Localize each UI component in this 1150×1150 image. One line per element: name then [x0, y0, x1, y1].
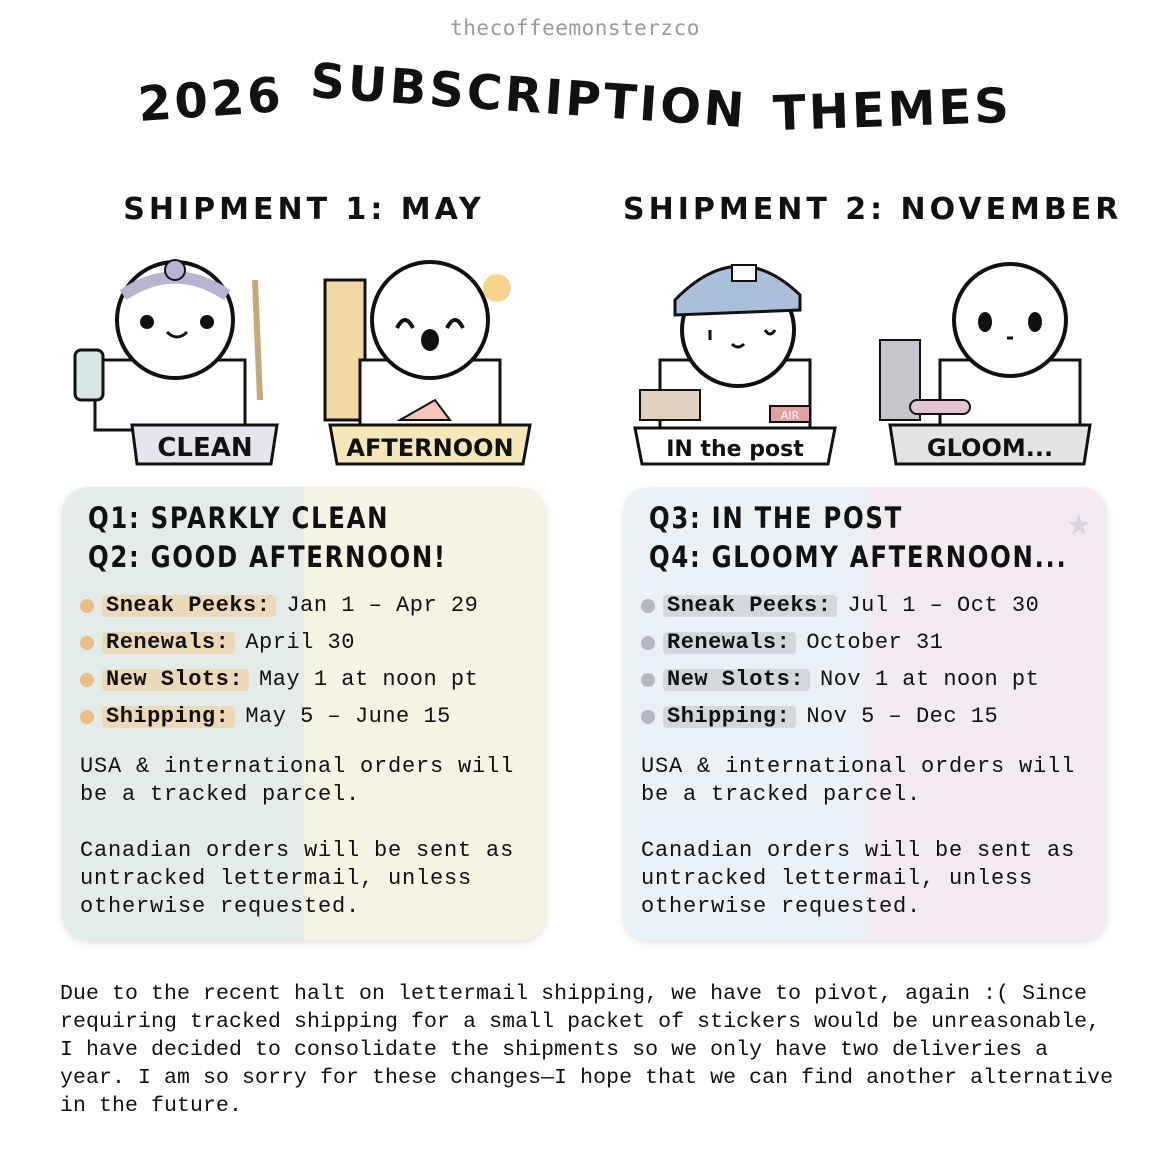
- item-value: Jul 1 – Oct 30: [847, 593, 1040, 618]
- list-item: New Slots: May 1 at noon pt: [80, 661, 546, 698]
- theme-q3: Q3: IN THE POST: [649, 501, 903, 535]
- sticker-label-gloom: GLOOM...: [927, 434, 1053, 462]
- list-item: Sneak Peeks: Jul 1 – Oct 30: [641, 587, 1107, 624]
- item-label: Shipping:: [663, 705, 797, 728]
- tracked-note: USA & international orders will be a tra…: [641, 754, 1076, 807]
- bullet-icon: [641, 598, 655, 613]
- bullet-icon: [641, 709, 655, 724]
- item-value: October 31: [806, 630, 944, 655]
- footer-note: Due to the recent halt on lettermail shi…: [60, 982, 1114, 1118]
- page-title: 2026 SUBSCRIPTION THEMES: [0, 53, 1150, 152]
- list-item: Shipping: May 5 – June 15: [80, 698, 546, 735]
- title-word-subscription: SUBSCRIPTION: [308, 52, 749, 140]
- list-item: New Slots: Nov 1 at noon pt: [641, 661, 1107, 698]
- item-value: April 30: [245, 630, 355, 655]
- star-icon: ★: [1066, 503, 1091, 548]
- list-item: Renewals: April 30: [80, 624, 546, 661]
- theme-q4: Q4: GLOOMY AFTERNOON...: [649, 540, 1068, 574]
- sticker-label-in-the-post: IN the post: [666, 437, 804, 462]
- sticker-label-clean: CLEAN: [157, 433, 252, 463]
- tracked-note: USA & international orders will be a tra…: [80, 754, 515, 807]
- bullet-icon: [641, 635, 655, 650]
- bullet-icon: [80, 672, 94, 687]
- title-word-themes: THEMES: [772, 77, 1013, 143]
- item-value: May 5 – June 15: [245, 704, 451, 729]
- item-value: Jan 1 – Apr 29: [286, 593, 479, 618]
- item-label: Sneak Peeks:: [102, 594, 277, 617]
- shipment-2-card: ★ Q3: IN THE POST Q4: GLOOMY AFTERNOON..…: [623, 487, 1107, 940]
- shipment-1-heading: SHIPMENT 1: MAY: [123, 192, 485, 227]
- theme-q1: Q1: SPARKLY CLEAN: [88, 501, 390, 535]
- canada-note: Canadian orders will be sent as untracke…: [80, 838, 515, 919]
- bullet-icon: [80, 635, 94, 650]
- theme-q2: Q2: GOOD AFTERNOON!: [88, 540, 447, 574]
- bullet-icon: [80, 598, 94, 613]
- canada-note: Canadian orders will be sent as untracke…: [641, 838, 1076, 919]
- sticker-afternoon: AFTERNOON: [323, 260, 532, 466]
- list-item: Sneak Peeks: Jan 1 – Apr 29: [80, 587, 546, 624]
- item-label: Sneak Peeks:: [663, 594, 838, 617]
- air-tag: AIR: [781, 409, 800, 422]
- item-label: New Slots:: [102, 668, 250, 691]
- shipment-2-heading: SHIPMENT 2: NOVEMBER: [623, 192, 1123, 227]
- title-year: 2026: [136, 66, 286, 134]
- list-item: Renewals: October 31: [641, 624, 1107, 661]
- item-label: Renewals:: [102, 631, 236, 654]
- sticker-label-afternoon: AFTERNOON: [346, 434, 513, 462]
- item-value: Nov 1 at noon pt: [820, 667, 1040, 692]
- sticker-clean: CLEAN: [73, 259, 279, 466]
- sticker-in-the-post: AIR IN the post: [633, 264, 837, 466]
- bullet-icon: [641, 672, 655, 687]
- item-value: May 1 at noon pt: [259, 667, 479, 692]
- bullet-icon: [80, 709, 94, 724]
- shipment-1-card: Q1: SPARKLY CLEAN Q2: GOOD AFTERNOON! Sn…: [62, 487, 546, 940]
- item-label: Shipping:: [102, 705, 236, 728]
- list-item: Shipping: Nov 5 – Dec 15: [641, 698, 1107, 735]
- item-label: Renewals:: [663, 631, 797, 654]
- item-label: New Slots:: [663, 668, 811, 691]
- watermark: thecoffeemonsterzco: [450, 16, 700, 40]
- item-value: Nov 5 – Dec 15: [806, 704, 999, 729]
- sticker-gloom: GLOOM...: [879, 262, 1092, 466]
